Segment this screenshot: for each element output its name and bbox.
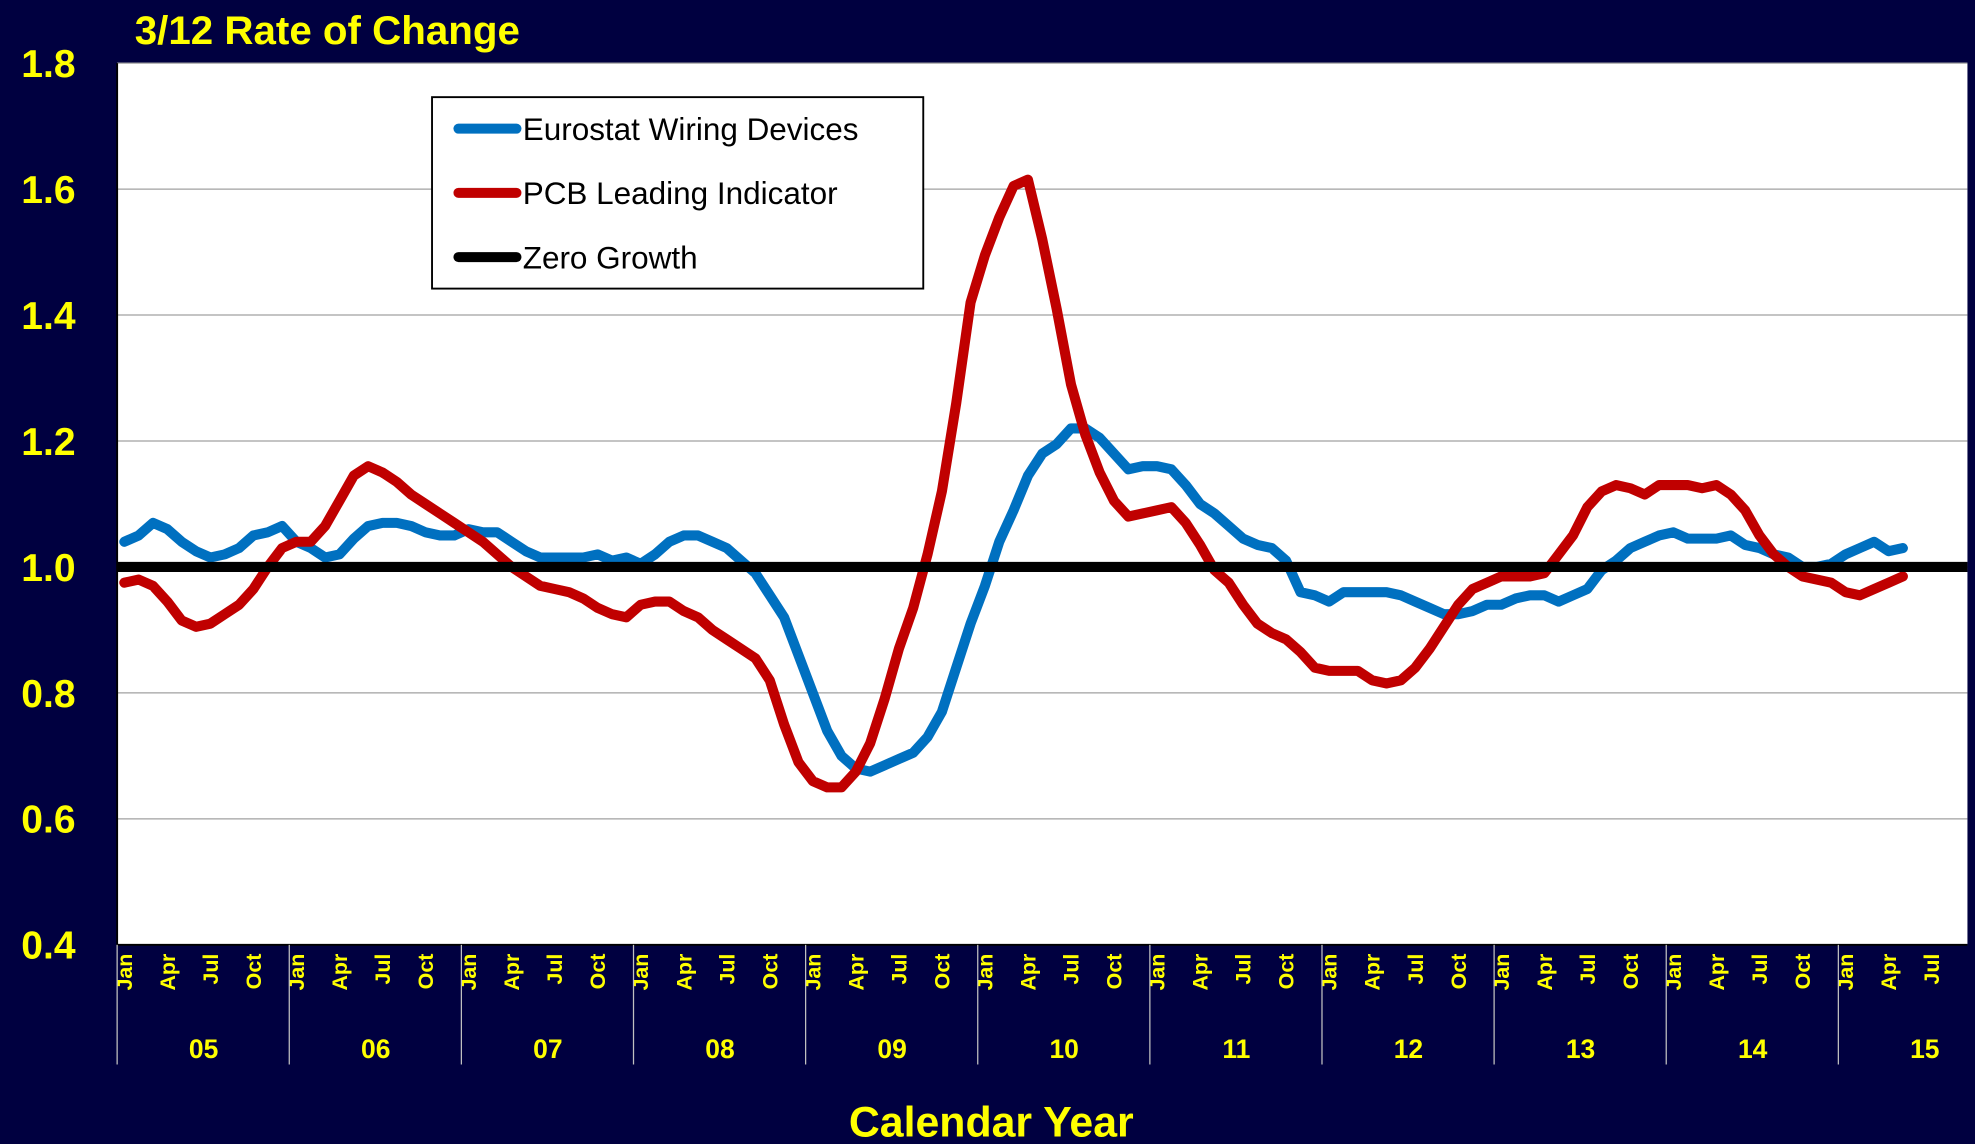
x-tick-label: Apr	[1189, 954, 1213, 991]
x-tick-label: Jul	[887, 954, 911, 985]
lines	[117, 174, 1968, 793]
x-tick-label: Jul	[1748, 954, 1772, 985]
x-tick-label: Apr	[1017, 954, 1041, 991]
x-tick-label: Jan	[1662, 954, 1686, 991]
x-tick-label: Jan	[1834, 954, 1858, 991]
year-label: 10	[1049, 1034, 1078, 1064]
x-tick-label: Oct	[414, 954, 438, 990]
year-label: 11	[1222, 1034, 1250, 1064]
year-label: 09	[877, 1034, 906, 1064]
year-label: 14	[1738, 1034, 1768, 1064]
x-tick-label: Jan	[1146, 954, 1170, 991]
y-tick-label: 1.2	[21, 421, 75, 464]
legend-label: PCB Leading Indicator	[523, 176, 838, 211]
x-tick-label: Jan	[1318, 954, 1342, 991]
x-tick-label: Apr	[1877, 954, 1901, 991]
y-tick-label: 0.4	[21, 925, 76, 968]
x-tick-label: Apr	[1705, 954, 1729, 991]
y-tick-label: 1.4	[21, 295, 76, 338]
x-tick-label: Jul	[715, 954, 739, 985]
x-tick-label: Jul	[1060, 954, 1084, 985]
x-tick-label: Oct	[1619, 954, 1643, 990]
x-tick-label: Jul	[1404, 954, 1428, 985]
x-tick-label: Oct	[1275, 954, 1299, 990]
legend: Eurostat Wiring Devices PCB Leading Indic…	[431, 96, 925, 290]
legend-label: Eurostat Wiring Devices	[523, 112, 859, 147]
x-tick-label: Apr	[328, 954, 352, 991]
year-label: 06	[361, 1034, 390, 1064]
x-tick-label: Jan	[801, 954, 825, 991]
plot-area	[117, 63, 1968, 945]
x-tick-label: Jan	[973, 954, 997, 991]
year-label: 08	[705, 1034, 734, 1064]
x-tick-label: Jul	[1920, 954, 1944, 985]
x-tick-label: Apr	[156, 954, 180, 991]
x-tick-label: Jan	[113, 954, 137, 991]
x-tick-label: Jan	[1490, 954, 1514, 991]
x-tick-label: Apr	[1361, 954, 1385, 991]
year-label: 07	[533, 1034, 562, 1064]
year-label: 13	[1566, 1034, 1595, 1064]
x-tick-label: Oct	[1103, 954, 1127, 990]
year-label: 05	[189, 1034, 218, 1064]
year-label: 15	[1910, 1034, 1939, 1064]
x-tick-label: Apr	[672, 954, 696, 991]
chart-title: 3/12 Rate of Change	[135, 8, 520, 53]
axis: 0.4 0.6 0.8 1.0 1.2 1.4 1.6 1.8 Jan Apr Jul Oct Jan A…	[21, 43, 1968, 1065]
y-tick-label: 0.8	[21, 673, 75, 716]
x-tick-label: Jan	[629, 954, 653, 991]
y-tick-label: 1.8	[21, 43, 75, 86]
x-tick-label: Jul	[199, 954, 223, 985]
x-tick-label: Oct	[930, 954, 954, 990]
y-tick-label: 1.6	[21, 169, 75, 212]
x-tick-label: Apr	[844, 954, 868, 991]
x-tick-label: Jul	[371, 954, 395, 985]
x-tick-label: Jan	[285, 954, 309, 991]
y-tick-label: 1.0	[21, 547, 75, 590]
x-tick-label: Jan	[457, 954, 481, 991]
x-axis-label: Calendar Year	[849, 1098, 1134, 1144]
series-line	[119, 174, 1908, 793]
x-tick-label: Oct	[1447, 954, 1471, 990]
year-label: 12	[1394, 1034, 1423, 1064]
x-tick-label: Jul	[1232, 954, 1256, 985]
x-tick-label: Oct	[1791, 954, 1815, 990]
x-tick-label: Oct	[586, 954, 610, 990]
legend-label: Zero Growth	[523, 240, 698, 275]
x-tick-label: Apr	[1533, 954, 1557, 991]
x-tick-label: Jul	[543, 954, 567, 985]
y-tick-label: 0.6	[21, 799, 75, 842]
x-tick-label: Oct	[242, 954, 266, 990]
x-tick-label: Jul	[1576, 954, 1600, 985]
x-tick-label: Oct	[758, 954, 782, 990]
x-tick-label: Apr	[500, 954, 524, 991]
